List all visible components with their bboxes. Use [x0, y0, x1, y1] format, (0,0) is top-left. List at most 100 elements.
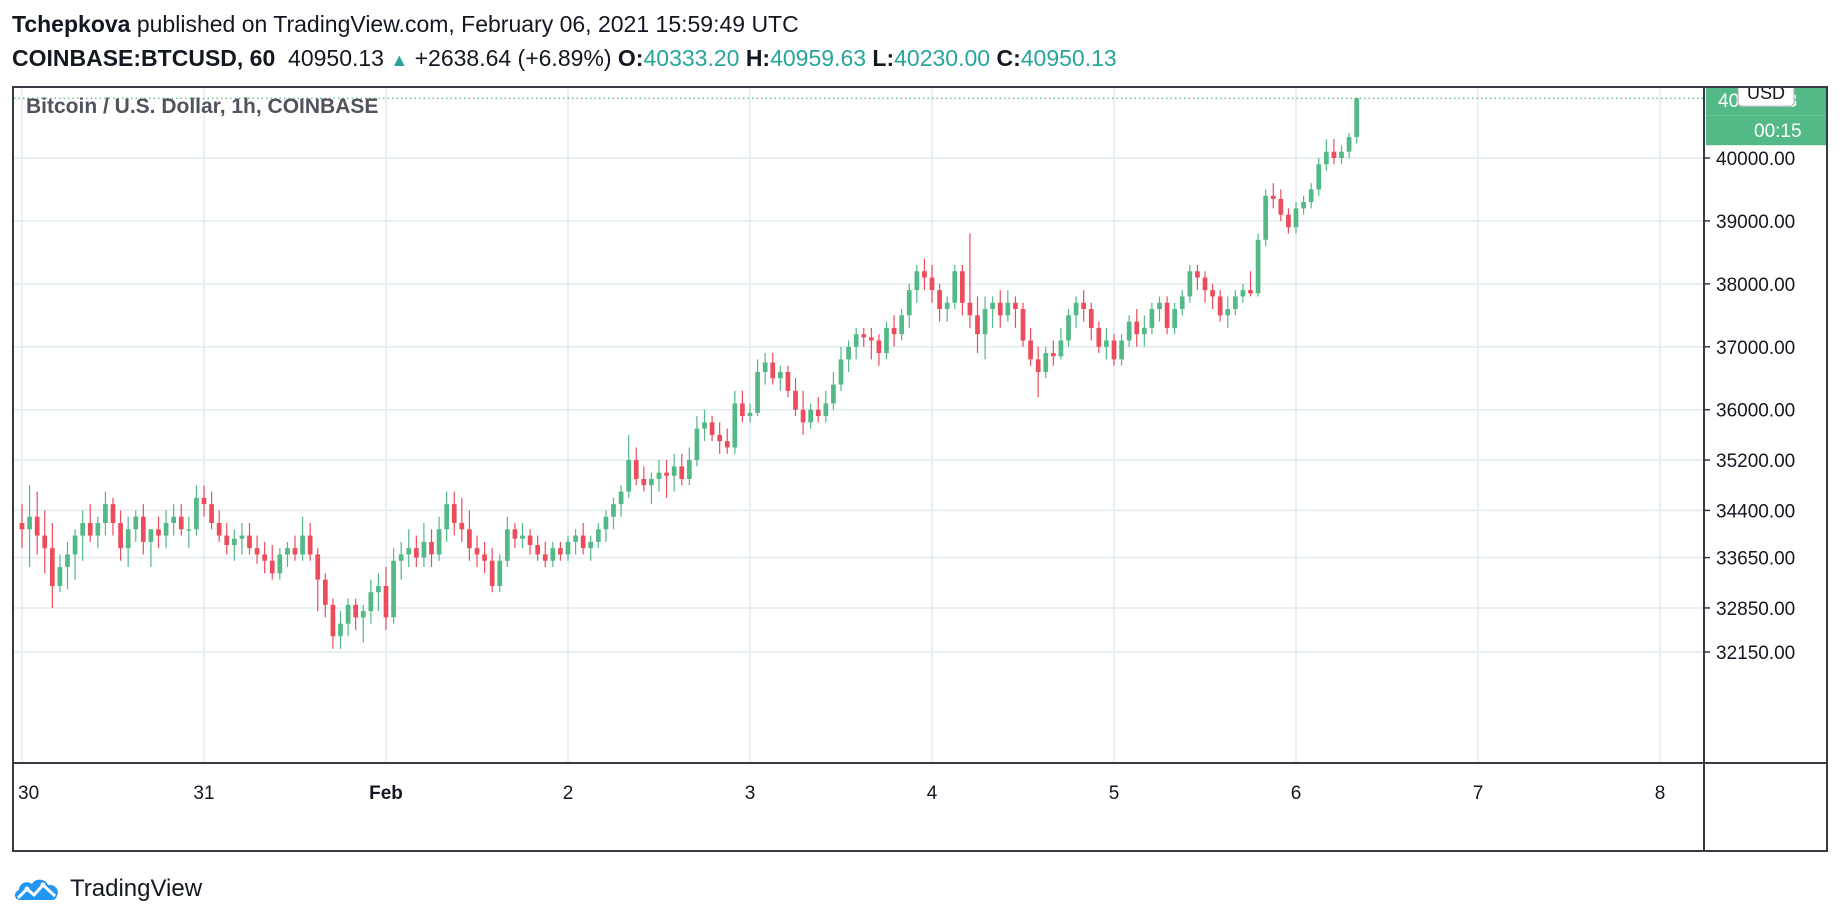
candle	[95, 516, 101, 549]
candle-body	[1270, 195, 1276, 199]
candle-body	[436, 529, 442, 555]
candle-body	[952, 271, 958, 303]
tradingview-cloud-icon	[14, 879, 58, 900]
close-label: C:	[996, 45, 1021, 71]
tradingview-logo[interactable]: TradingView	[12, 872, 202, 906]
candle	[838, 346, 844, 391]
candle	[277, 548, 283, 580]
candle	[27, 485, 32, 568]
candle	[360, 604, 366, 643]
candle-body	[1217, 296, 1223, 316]
candle-body	[383, 585, 389, 618]
candle	[330, 598, 336, 649]
candle	[269, 545, 275, 580]
candle-body	[345, 604, 351, 624]
x-tick-label: 7	[1473, 783, 1484, 804]
candle-body	[1346, 137, 1352, 152]
candle-body	[171, 516, 177, 523]
candle	[1050, 340, 1056, 366]
candle	[1301, 195, 1306, 215]
candle	[853, 327, 859, 360]
candle	[489, 548, 495, 593]
candle	[929, 264, 935, 303]
x-tick-label: 31	[193, 783, 214, 804]
candle	[148, 529, 154, 568]
candle	[997, 290, 1003, 328]
candle-body	[482, 554, 487, 561]
candle-body	[694, 428, 700, 461]
candle	[1172, 302, 1178, 335]
candle	[1232, 290, 1238, 316]
candle	[1073, 296, 1079, 328]
candle-body	[1301, 202, 1306, 209]
candle	[740, 390, 745, 423]
candle-body	[489, 560, 495, 586]
candle	[34, 491, 40, 555]
candle	[1028, 327, 1033, 366]
candle	[611, 497, 616, 530]
y-tick-label: 35200.00	[1716, 451, 1795, 472]
candle	[186, 516, 192, 549]
candle-body	[1081, 302, 1087, 310]
candle-body	[937, 290, 942, 310]
candle	[573, 529, 578, 555]
candle	[285, 541, 290, 568]
candle-body	[603, 516, 609, 530]
candle	[1119, 334, 1124, 366]
candle	[937, 283, 942, 322]
candle	[626, 434, 632, 498]
candle	[1179, 290, 1185, 316]
candle	[300, 516, 305, 561]
candle	[421, 522, 427, 568]
candle	[868, 327, 874, 360]
candle-body	[1202, 277, 1208, 291]
candle-body	[808, 409, 814, 423]
candle-body	[1187, 271, 1193, 297]
candle-body	[315, 554, 321, 580]
candle-body	[474, 548, 480, 555]
candle-body	[368, 592, 374, 612]
candle-body	[884, 327, 889, 354]
candle	[194, 485, 199, 536]
candle	[664, 460, 669, 498]
candle-body	[194, 497, 199, 530]
publication-info: Tchepkova published on TradingView.com, …	[12, 10, 799, 38]
candle	[952, 264, 958, 310]
candle-body	[967, 302, 973, 316]
candle	[747, 403, 753, 423]
candle	[42, 510, 48, 574]
candle-body	[1323, 151, 1329, 165]
candle-body	[1248, 290, 1253, 294]
candle-body	[573, 535, 578, 542]
candle	[216, 510, 222, 542]
last-price: 40950.13	[288, 45, 384, 71]
candle-body	[216, 522, 222, 536]
candle	[535, 535, 541, 561]
candle-body	[391, 560, 396, 618]
candle-body	[588, 541, 594, 549]
candles	[19, 97, 1360, 649]
candle-body	[580, 535, 586, 549]
candle-body	[398, 554, 404, 561]
candle-body	[997, 302, 1003, 316]
candle-body	[429, 541, 434, 555]
candle-body	[1255, 239, 1261, 294]
candle-body	[1104, 340, 1109, 347]
candle	[512, 522, 518, 549]
candle	[201, 485, 207, 517]
candle	[982, 296, 988, 360]
candle-body	[330, 604, 336, 637]
candle	[504, 516, 510, 568]
candle-body	[376, 585, 381, 593]
candle-body	[133, 516, 139, 530]
candle	[922, 258, 927, 291]
candle	[65, 541, 70, 590]
candle	[398, 541, 404, 580]
candle-body	[277, 554, 283, 574]
candle-body	[740, 403, 745, 417]
y-tick-label: 33650.00	[1716, 549, 1795, 570]
candle	[755, 359, 760, 417]
candle	[376, 573, 381, 612]
